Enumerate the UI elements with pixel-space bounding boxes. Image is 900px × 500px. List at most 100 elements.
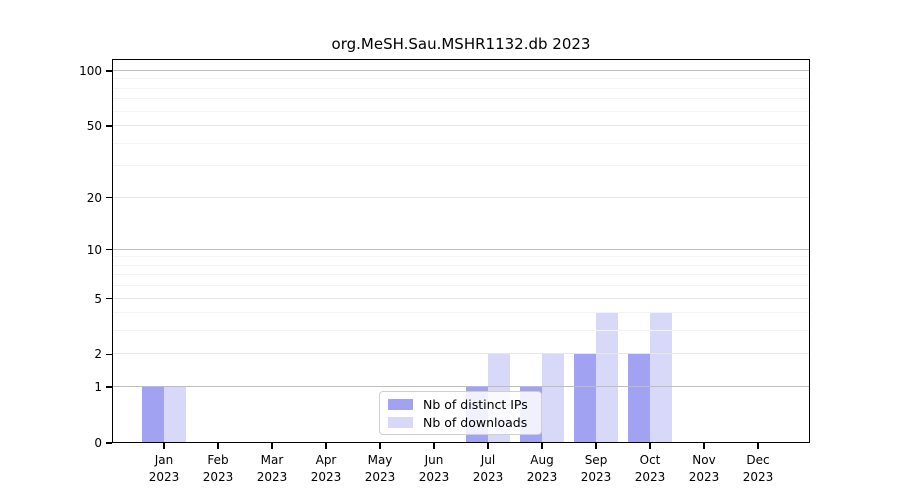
y-tick-label: 2	[94, 347, 102, 362]
y-axis-tick	[106, 297, 112, 300]
x-tick-label: May 2023	[348, 452, 412, 485]
chart-title: org.MeSH.Sau.MSHR1132.db 2023	[331, 35, 591, 53]
x-axis-tick	[217, 443, 219, 449]
x-axis-tick	[433, 443, 435, 449]
legend-label-distinct-ips: Nb of distinct IPs	[423, 396, 528, 412]
bar-downloads	[164, 387, 186, 443]
y-tick-label: 50	[86, 119, 102, 134]
gridline-major	[112, 196, 810, 198]
x-axis-tick	[487, 443, 489, 449]
y-tick-label: 10	[86, 242, 102, 257]
gridline-major	[112, 125, 810, 127]
x-tick-label: Dec 2023	[726, 452, 790, 485]
x-tick-year: 2023	[580, 469, 612, 484]
x-axis-tick	[649, 443, 651, 449]
gridline-decade	[112, 70, 810, 71]
x-tick-month: Mar	[260, 453, 284, 467]
x-tick-year: 2023	[148, 469, 180, 484]
x-tick-month: Feb	[207, 453, 229, 467]
x-tick-year: 2023	[256, 469, 288, 484]
x-axis-tick	[595, 443, 597, 449]
gridline-minor	[112, 98, 810, 100]
gridline-minor	[112, 312, 810, 314]
bar-distinct-ips	[574, 354, 596, 443]
x-tick-label: Mar 2023	[240, 452, 304, 485]
y-tick-label: 100	[79, 64, 102, 78]
y-tick-label: 20	[86, 190, 102, 205]
y-axis-tick	[106, 125, 112, 127]
x-axis-tick	[703, 443, 705, 449]
y-tick-label: 1	[94, 380, 102, 395]
x-axis-tick	[271, 443, 273, 449]
gridline-minor	[112, 274, 810, 276]
x-tick-label: Jun 2023	[402, 452, 466, 485]
x-tick-label: Feb 2023	[186, 452, 250, 485]
x-tick-year: 2023	[688, 469, 720, 484]
gridline-minor	[112, 330, 810, 332]
gridline-minor	[112, 87, 810, 89]
gridline-decade	[112, 248, 810, 250]
y-axis-tick	[106, 442, 112, 444]
legend-item-downloads: Nb of downloads	[388, 415, 533, 430]
bar-downloads	[650, 313, 672, 443]
x-tick-month: Dec	[746, 453, 770, 467]
gridline-decade	[112, 386, 810, 388]
x-tick-year: 2023	[472, 469, 504, 484]
x-tick-month: May	[367, 453, 393, 467]
bar-downloads	[596, 313, 618, 443]
x-tick-month: Apr	[315, 453, 337, 467]
x-tick-year: 2023	[634, 469, 666, 484]
bar-downloads	[542, 354, 564, 443]
x-tick-year: 2023	[418, 469, 450, 484]
x-tick-year: 2023	[202, 469, 234, 484]
x-axis-tick	[379, 443, 381, 449]
legend-item-distinct-ips: Nb of distinct IPs	[388, 397, 533, 412]
y-axis-tick	[106, 353, 112, 356]
y-axis-tick	[106, 70, 112, 72]
y-axis-tick	[106, 386, 112, 388]
gridline-minor	[112, 110, 810, 112]
x-tick-month: Jun	[424, 453, 444, 467]
x-tick-year: 2023	[364, 469, 396, 484]
x-axis-tick	[163, 443, 165, 449]
gridline-major	[112, 353, 810, 355]
legend-swatch-downloads	[388, 416, 413, 428]
x-axis-tick	[757, 443, 759, 449]
x-tick-year: 2023	[526, 469, 558, 484]
x-tick-label: Sep 2023	[564, 452, 628, 485]
x-tick-month: Jan	[154, 453, 174, 467]
legend-label-downloads: Nb of downloads	[423, 414, 528, 430]
gridline-major	[112, 297, 810, 299]
x-tick-label: Apr 2023	[294, 452, 358, 485]
gridline-minor	[112, 285, 810, 287]
gridline-minor	[112, 256, 810, 258]
gridline-minor	[112, 78, 810, 80]
x-tick-month: Aug	[530, 453, 554, 467]
gridline-minor	[112, 142, 810, 144]
x-tick-label: Jul 2023	[456, 452, 520, 485]
x-tick-label: Jan 2023	[132, 452, 196, 485]
x-tick-label: Aug 2023	[510, 452, 574, 485]
plot-area	[112, 59, 810, 443]
gridline-minor	[112, 264, 810, 266]
x-tick-label: Nov 2023	[672, 452, 736, 485]
legend: Nb of distinct IPs Nb of downloads	[379, 391, 542, 435]
y-tick-label: 0	[94, 436, 102, 450]
x-tick-month: Sep	[584, 453, 608, 467]
gridline-minor	[112, 165, 810, 167]
legend-swatch-distinct-ips	[388, 398, 413, 410]
x-tick-year: 2023	[742, 469, 774, 484]
x-tick-label: Oct 2023	[618, 452, 682, 485]
y-axis-tick	[106, 196, 112, 199]
y-tick-label: 5	[94, 291, 102, 306]
x-tick-month: Oct	[639, 453, 661, 467]
x-tick-month: Nov	[692, 453, 716, 467]
x-axis-tick	[541, 443, 543, 449]
x-axis-tick	[325, 443, 327, 449]
y-axis-tick	[106, 249, 112, 251]
bar-distinct-ips	[142, 387, 164, 443]
x-tick-month: Jul	[480, 453, 496, 467]
x-tick-year: 2023	[310, 469, 342, 484]
bar-distinct-ips	[628, 354, 650, 443]
